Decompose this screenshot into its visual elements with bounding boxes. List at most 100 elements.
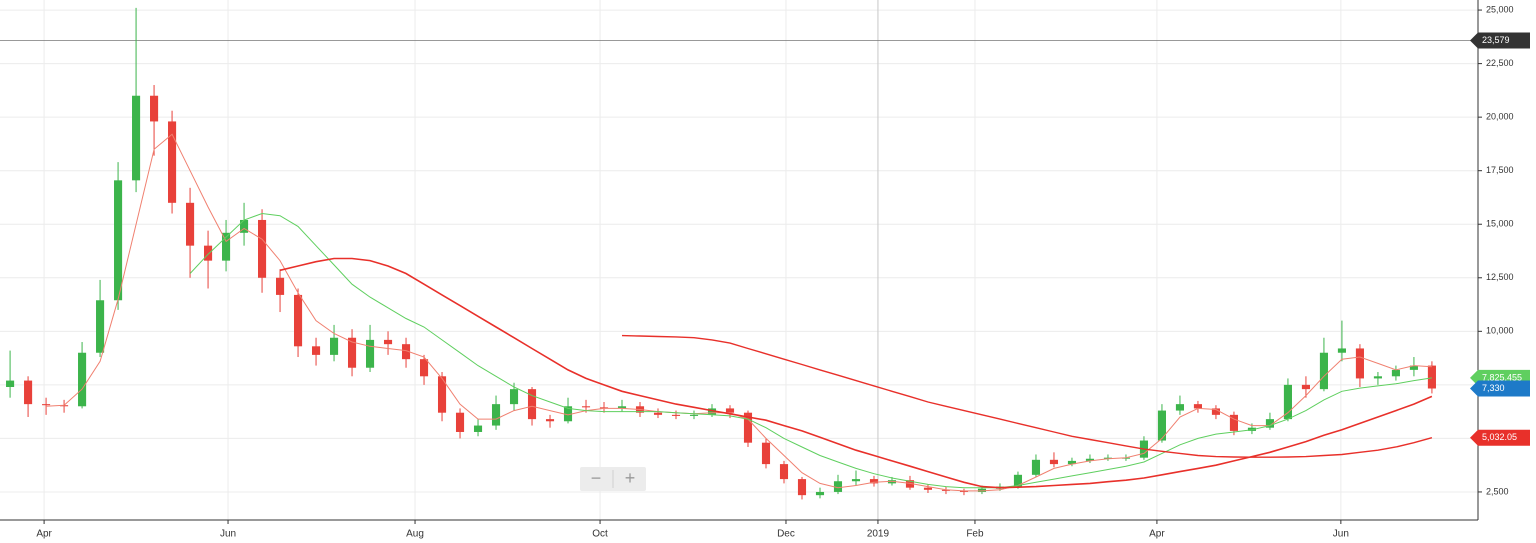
- price-tag-shape: [1470, 380, 1530, 397]
- x-tick-label: 2019: [867, 529, 890, 540]
- price-tag: 7,330: [1470, 380, 1530, 397]
- candle-body: [851, 479, 861, 482]
- candle-body: [1265, 419, 1274, 428]
- candle-body: [276, 277, 285, 295]
- candle-body: [329, 337, 339, 355]
- candle-body: [1049, 459, 1059, 465]
- candle-body: [1301, 384, 1310, 390]
- candle-body: [383, 339, 393, 345]
- candle-body: [114, 180, 123, 301]
- zoom-in-button[interactable]: +: [625, 468, 636, 488]
- candle-body: [743, 412, 753, 443]
- candle-body: [725, 408, 735, 413]
- candle-body: [311, 346, 321, 355]
- zoom-controls: − +: [580, 467, 646, 491]
- candle-body: [1283, 384, 1292, 420]
- candle-body: [78, 352, 87, 407]
- candle-body: [1013, 474, 1023, 487]
- candle-body: [1427, 365, 1436, 389]
- candle-body: [204, 245, 213, 261]
- candle-body: [563, 406, 573, 422]
- y-tick-label: 20,000: [1486, 112, 1514, 122]
- x-tick-label: Apr: [36, 529, 52, 540]
- candle-body: [923, 487, 933, 490]
- candle-body: [959, 490, 969, 492]
- y-tick-label: 22,500: [1486, 58, 1514, 68]
- candle-body: [1193, 404, 1202, 409]
- candle-body: [545, 419, 555, 422]
- candle-body: [527, 389, 537, 420]
- price-tag-shape: [1470, 429, 1530, 446]
- candle-body: [1337, 348, 1346, 353]
- x-tick-label: Aug: [406, 529, 424, 540]
- candle-body: [887, 480, 897, 484]
- price-tag-label: 5,032.05: [1482, 432, 1517, 442]
- candle-body: [150, 95, 159, 122]
- x-tick-label: Feb: [966, 529, 984, 540]
- candle-body: [707, 408, 717, 415]
- price-tag-shape: [1470, 32, 1530, 49]
- candle-body: [653, 412, 663, 415]
- candle-body: [1373, 376, 1382, 379]
- candle-body: [240, 219, 249, 233]
- candle-body: [1391, 369, 1400, 377]
- moving-average-line: [189, 212, 1432, 489]
- candle-body: [1229, 414, 1238, 431]
- candle-body: [1031, 459, 1041, 475]
- candle-body: [869, 479, 879, 484]
- candle-body: [1355, 348, 1364, 379]
- candle-body: [779, 464, 789, 480]
- candle-body: [509, 389, 519, 405]
- candle-body: [1211, 408, 1220, 415]
- y-tick-label: 17,500: [1486, 165, 1514, 175]
- candle-body: [581, 406, 591, 408]
- candle-body: [1319, 352, 1328, 390]
- candle-body: [941, 489, 951, 491]
- candle-body: [347, 337, 357, 368]
- x-tick-label: Dec: [777, 529, 795, 540]
- y-tick-label: 2,500: [1486, 486, 1509, 496]
- candle-body: [258, 219, 267, 278]
- candle-body: [815, 491, 825, 496]
- price-tag: 5,032.05: [1470, 429, 1530, 446]
- candle-body: [96, 300, 105, 353]
- candle-body: [1175, 404, 1185, 411]
- zoom-out-button[interactable]: −: [591, 468, 602, 488]
- price-tag: 23,579: [1470, 32, 1530, 49]
- y-tick-label: 12,500: [1486, 272, 1514, 282]
- price-tag-label: 23,579: [1482, 35, 1510, 45]
- candle-body: [437, 376, 447, 413]
- candle-body: [6, 380, 15, 388]
- candle-body: [186, 202, 195, 246]
- candle-body: [671, 414, 681, 416]
- x-tick-label: Oct: [592, 529, 608, 540]
- price-tag-label: 7,330: [1482, 383, 1505, 393]
- candle-body: [419, 359, 429, 377]
- y-tick-label: 25,000: [1486, 4, 1514, 14]
- candle-body: [401, 344, 411, 360]
- y-tick-label: 15,000: [1486, 219, 1514, 229]
- candle-body: [689, 414, 699, 416]
- candle-body: [132, 95, 141, 181]
- candle-body: [24, 380, 33, 405]
- candle-body: [797, 479, 807, 496]
- candle-body: [761, 442, 771, 465]
- candle-body: [473, 425, 483, 432]
- candle-body: [293, 294, 303, 347]
- candle-body: [617, 406, 627, 409]
- candle-body: [455, 412, 465, 432]
- candle-body: [222, 232, 231, 261]
- candle-body: [833, 481, 843, 492]
- candle-body: [60, 405, 69, 407]
- moving-average-line: [621, 334, 1433, 458]
- y-tick-label: 10,000: [1486, 326, 1514, 336]
- x-tick-label: Jun: [1333, 529, 1349, 540]
- x-tick-label: Jun: [220, 529, 236, 540]
- candle-body: [1085, 458, 1095, 461]
- candle-body: [42, 404, 51, 406]
- price-tag-label: 7,825.455: [1482, 372, 1522, 382]
- candle-body: [905, 480, 915, 488]
- candle-body: [168, 121, 177, 203]
- candle-body: [365, 339, 375, 368]
